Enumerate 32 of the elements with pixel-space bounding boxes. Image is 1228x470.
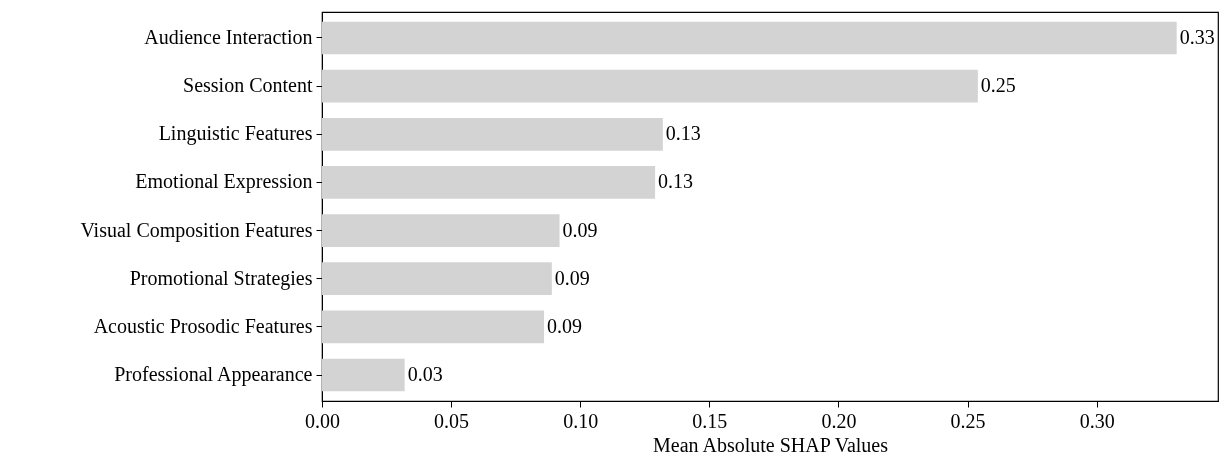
x-axis-title: Mean Absolute SHAP Values bbox=[653, 433, 889, 456]
x-tick-label: 0.00 bbox=[305, 409, 340, 432]
y-tick-label: Session Content bbox=[183, 74, 313, 97]
data-label: 0.09 bbox=[562, 218, 598, 241]
y-tick-label: Professional Appearance bbox=[114, 363, 313, 386]
y-tick-label: Linguistic Features bbox=[158, 122, 313, 146]
bar bbox=[322, 262, 552, 296]
x-tick-label: 0.30 bbox=[1079, 409, 1115, 432]
data-label: 0.13 bbox=[658, 170, 694, 193]
data-label: 0.09 bbox=[554, 266, 590, 289]
bar bbox=[322, 69, 978, 103]
y-tick-label: Promotional Strategies bbox=[129, 266, 313, 290]
y-tick-label: Audience Interaction bbox=[144, 26, 313, 48]
data-label: 0.03 bbox=[407, 363, 443, 385]
data-label: 0.13 bbox=[665, 122, 701, 145]
x-tick-label: 0.20 bbox=[821, 409, 857, 432]
bar bbox=[322, 166, 656, 199]
y-tick-label: Emotional Expression bbox=[135, 170, 313, 194]
data-label: 0.33 bbox=[1179, 26, 1215, 48]
bar bbox=[322, 117, 663, 151]
y-tick-label: Visual Composition Features bbox=[80, 218, 313, 242]
bar bbox=[322, 358, 405, 392]
bar bbox=[322, 21, 1177, 55]
x-tick-label: 0.10 bbox=[563, 409, 599, 432]
x-tick-label: 0.05 bbox=[434, 409, 470, 432]
data-label: 0.25 bbox=[980, 74, 1016, 97]
bar bbox=[322, 310, 545, 344]
data-label: 0.09 bbox=[547, 314, 583, 337]
bar bbox=[322, 214, 560, 247]
y-tick-label: Acoustic Prosodic Features bbox=[93, 314, 313, 337]
x-tick-label: 0.15 bbox=[692, 409, 728, 432]
x-tick-label: 0.25 bbox=[950, 409, 986, 432]
